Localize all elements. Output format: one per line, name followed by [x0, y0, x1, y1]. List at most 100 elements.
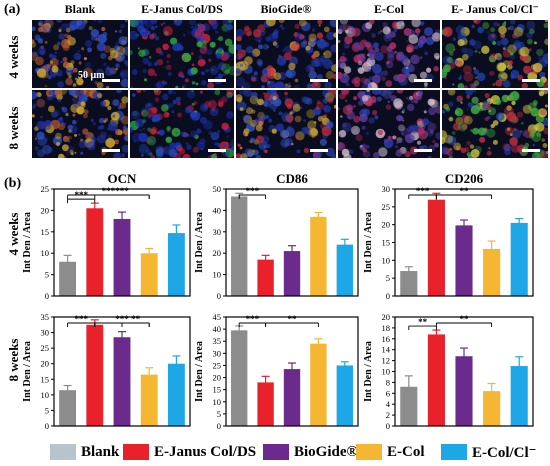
scale-bar [102, 79, 120, 82]
scale-bar [522, 149, 540, 152]
bar-5-3 [483, 391, 501, 426]
fluorescence-image-8w-4 [338, 90, 440, 158]
bar-1-0 [231, 196, 248, 296]
y-tick-label-5-7: 14 [382, 345, 391, 355]
bar-1-3 [310, 216, 327, 296]
fluorescence-image-4w-2 [130, 20, 234, 88]
scale-bar [102, 149, 120, 152]
column-header-e-janus-col-cl: E- Janus Col/Cl⁻ [451, 2, 539, 16]
sig-label-3-2: ** [131, 314, 141, 324]
column-header-e-janus-col-ds: E-Janus Col/DS [141, 2, 223, 16]
y-tick-label-2-5: 25 [382, 202, 391, 212]
fluorescence-image-4w-3 [236, 20, 336, 88]
legend-label-e-col: E-Col [387, 443, 425, 460]
y-tick-label-3-1: 5 [45, 405, 49, 415]
bar-2-1 [427, 199, 445, 296]
bar-1-1 [257, 259, 274, 296]
y-tick-label-4-4: 20 [213, 373, 222, 383]
scale-bar [414, 79, 432, 82]
sig-label-1-0: *** [246, 186, 260, 196]
chart-ylabel-4: Int Den / Area [194, 341, 205, 402]
y-tick-label-5-9: 18 [382, 323, 391, 333]
y-tick-label-5-1: 2 [386, 410, 390, 420]
y-tick-label-3-2: 10 [41, 390, 50, 400]
bar-2-4 [510, 222, 528, 296]
bar-3-3 [140, 374, 158, 426]
bar-2-0 [400, 271, 418, 296]
scale-bar [522, 79, 540, 82]
y-tick-label-3-6: 30 [41, 328, 50, 338]
legend-label-biogide: BioGide® [294, 443, 358, 460]
bar-0-2 [113, 218, 131, 296]
y-tick-label-1-0: 0 [217, 291, 221, 301]
y-tick-label-5-10: 20 [382, 312, 391, 322]
bar-4-3 [310, 343, 327, 426]
y-tick-label-1-2: 20 [213, 248, 222, 258]
y-tick-label-4-3: 15 [213, 385, 222, 395]
y-tick-label-2-6: 30 [382, 184, 391, 194]
chart-frame-0 [53, 188, 191, 297]
y-tick-label-2-3: 15 [382, 238, 391, 248]
bar-2-3 [483, 248, 501, 296]
y-tick-label-3-5: 25 [41, 343, 50, 353]
y-tick-label-5-2: 4 [386, 399, 391, 409]
panel-a-letter: (a) [4, 2, 21, 17]
legend-label-e-col-cl: E-Col/Cl⁻ [472, 444, 537, 461]
chart-ylabel-5: Int Den / Area [363, 341, 374, 402]
fluorescence-image-8w-2 [130, 90, 234, 158]
legend-item-e-col: E-Col [356, 442, 425, 462]
bar-5-1 [427, 334, 445, 426]
y-tick-label-0-5: 25 [41, 184, 50, 194]
scale-bar [414, 149, 432, 152]
bar-4-0 [231, 330, 248, 426]
sig-label-3-1: *** [115, 314, 129, 324]
bar-1-4 [336, 244, 353, 296]
sig-label-3-0: *** [74, 314, 88, 324]
y-tick-label-3-0: 0 [45, 421, 49, 431]
legend-item-biogide: BioGide® [263, 442, 358, 462]
y-tick-label-0-4: 20 [41, 205, 50, 215]
chart-frame-4 [225, 316, 359, 427]
y-tick-label-4-1: 5 [217, 409, 221, 419]
legend-swatch-e-janus-col-ds [123, 444, 149, 460]
scale-bar-label: 50 μm [78, 70, 105, 81]
fluorescence-image-8w-3 [236, 90, 336, 158]
y-tick-label-4-8: 40 [213, 324, 222, 334]
y-tick-label-1-4: 40 [213, 205, 222, 215]
fluorescence-image-8w-5 [442, 90, 548, 158]
sig-label-0-1: *** [102, 186, 116, 196]
bar-3-0 [59, 390, 77, 426]
legend-item-e-janus-col-ds: E-Janus Col/DS [123, 442, 256, 462]
sig-label-5-0: ** [418, 317, 428, 327]
chart-ylabel-1: Int Den / Area [194, 212, 205, 273]
y-tick-label-1-1: 10 [213, 270, 222, 280]
bar-0-3 [140, 253, 158, 296]
scale-bar [310, 149, 328, 152]
chart-frame-3 [53, 316, 191, 427]
chart-frame-2 [394, 188, 534, 297]
chart-title-2: CD206 [445, 171, 484, 186]
chart-frame-5 [394, 316, 534, 427]
bar-3-1 [86, 324, 104, 426]
scale-bar [310, 79, 328, 82]
y-tick-label-5-0: 0 [386, 421, 390, 431]
fluorescence-image-4w-5 [442, 20, 548, 88]
bar-2-2 [455, 225, 473, 296]
y-tick-label-4-2: 10 [213, 397, 222, 407]
chart-ylabel-0: Int Den / Area [22, 212, 33, 273]
legend-item-e-col-cl: E-Col/Cl⁻ [441, 442, 537, 462]
y-tick-label-3-7: 35 [41, 312, 50, 322]
panel-b-letter: (b) [4, 176, 22, 191]
column-header-e-col: E-Col [374, 2, 404, 16]
sig-label-4-1: ** [288, 314, 298, 324]
bar-5-0 [400, 386, 418, 426]
y-tick-label-4-6: 30 [213, 348, 222, 358]
y-tick-label-4-7: 35 [213, 336, 222, 346]
y-tick-label-1-3: 30 [213, 227, 222, 237]
fluorescence-image-4w-4 [338, 20, 440, 88]
bar-3-2 [113, 337, 131, 426]
chart-title-1: CD86 [276, 171, 308, 186]
y-tick-label-2-2: 10 [382, 255, 391, 265]
sig-label-2-0: *** [416, 186, 430, 196]
